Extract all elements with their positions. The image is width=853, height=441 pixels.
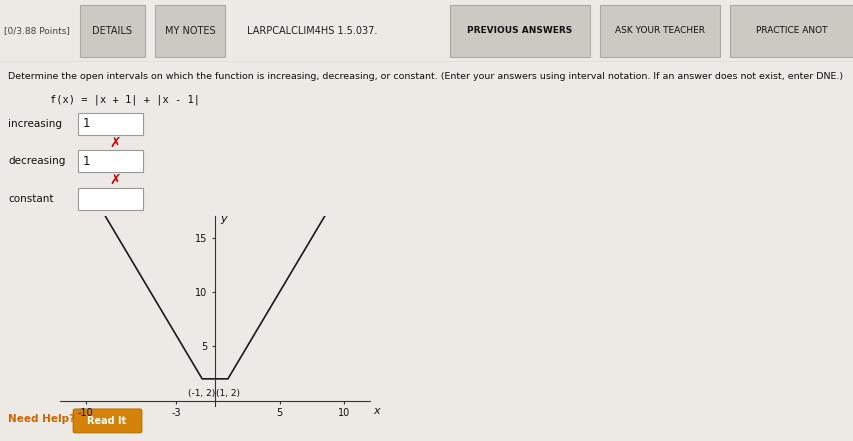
- Text: (1, 2): (1, 2): [216, 389, 240, 398]
- Text: PREVIOUS ANSWERS: PREVIOUS ANSWERS: [467, 26, 572, 35]
- Text: DETAILS: DETAILS: [92, 26, 132, 36]
- FancyBboxPatch shape: [600, 5, 719, 57]
- FancyBboxPatch shape: [78, 113, 142, 135]
- Text: decreasing: decreasing: [8, 156, 66, 166]
- Text: LARPCALCLIM4HS 1.5.037.: LARPCALCLIM4HS 1.5.037.: [247, 26, 377, 36]
- Text: 1: 1: [83, 154, 90, 168]
- Text: x: x: [373, 406, 380, 416]
- Text: Read It: Read It: [87, 416, 126, 426]
- FancyBboxPatch shape: [154, 5, 224, 57]
- Text: 1: 1: [83, 117, 90, 131]
- FancyBboxPatch shape: [78, 188, 142, 210]
- Text: f(x) = |x + 1| + |x - 1|: f(x) = |x + 1| + |x - 1|: [50, 95, 200, 105]
- Text: [0/3.88 Points]: [0/3.88 Points]: [4, 26, 70, 35]
- Text: constant: constant: [8, 194, 54, 204]
- Text: PRACTICE ANOT: PRACTICE ANOT: [756, 26, 827, 35]
- Text: Need Help?: Need Help?: [8, 414, 75, 424]
- Text: ASK YOUR TEACHER: ASK YOUR TEACHER: [614, 26, 705, 35]
- Text: y: y: [220, 214, 227, 224]
- Text: ✗: ✗: [109, 136, 121, 150]
- Text: ✗: ✗: [109, 173, 121, 187]
- Text: MY NOTES: MY NOTES: [165, 26, 215, 36]
- FancyBboxPatch shape: [78, 150, 142, 172]
- FancyBboxPatch shape: [729, 5, 853, 57]
- Text: (-1, 2): (-1, 2): [189, 389, 216, 398]
- FancyBboxPatch shape: [80, 5, 145, 57]
- FancyBboxPatch shape: [450, 5, 589, 57]
- Text: Determine the open intervals on which the function is increasing, decreasing, or: Determine the open intervals on which th…: [8, 72, 842, 81]
- FancyBboxPatch shape: [73, 409, 142, 433]
- Text: increasing: increasing: [8, 119, 62, 129]
